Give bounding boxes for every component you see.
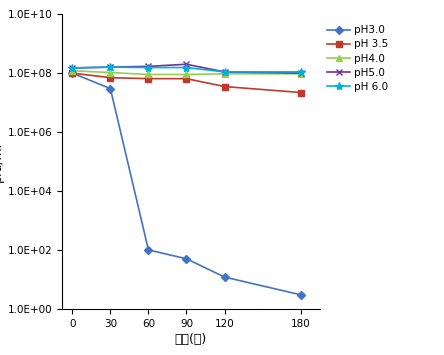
pH4.0 xyxy=(70,69,75,73)
pH 3.5 xyxy=(222,84,227,89)
pH5.0 xyxy=(146,64,151,69)
pH 3.5 xyxy=(298,91,303,95)
pH4.0 xyxy=(108,70,113,75)
Line: pH 3.5: pH 3.5 xyxy=(70,70,303,95)
Legend: pH3.0, pH 3.5, pH4.0, pH5.0, pH 6.0: pH3.0, pH 3.5, pH4.0, pH5.0, pH 6.0 xyxy=(328,25,388,92)
pH3.0 xyxy=(146,248,151,252)
pH4.0 xyxy=(184,72,189,77)
pH3.0 xyxy=(108,86,113,91)
Line: pH5.0: pH5.0 xyxy=(70,61,303,76)
pH 6.0 xyxy=(70,66,75,70)
Line: pH 6.0: pH 6.0 xyxy=(68,63,305,76)
pH5.0 xyxy=(298,71,303,75)
Line: pH4.0: pH4.0 xyxy=(70,68,303,77)
pH 6.0 xyxy=(184,65,189,70)
pH5.0 xyxy=(108,65,113,69)
pH5.0 xyxy=(70,66,75,70)
pH5.0 xyxy=(222,70,227,74)
pH 6.0 xyxy=(146,65,151,70)
pH3.0 xyxy=(70,71,75,75)
pH 6.0 xyxy=(108,65,113,69)
pH 6.0 xyxy=(298,70,303,74)
X-axis label: 시간(분): 시간(분) xyxy=(175,333,207,346)
Line: pH3.0: pH3.0 xyxy=(70,70,303,297)
pH 6.0 xyxy=(222,70,227,74)
pH4.0 xyxy=(298,72,303,76)
pH 3.5 xyxy=(108,76,113,80)
pH4.0 xyxy=(222,72,227,76)
pH 3.5 xyxy=(184,77,189,81)
pH3.0 xyxy=(222,275,227,279)
pH3.0 xyxy=(184,257,189,261)
pH3.0 xyxy=(298,293,303,297)
pH5.0 xyxy=(184,62,189,66)
pH 3.5 xyxy=(70,71,75,75)
pH4.0 xyxy=(146,72,151,77)
Y-axis label: pfu/ml: pfu/ml xyxy=(0,141,4,182)
pH 3.5 xyxy=(146,77,151,81)
